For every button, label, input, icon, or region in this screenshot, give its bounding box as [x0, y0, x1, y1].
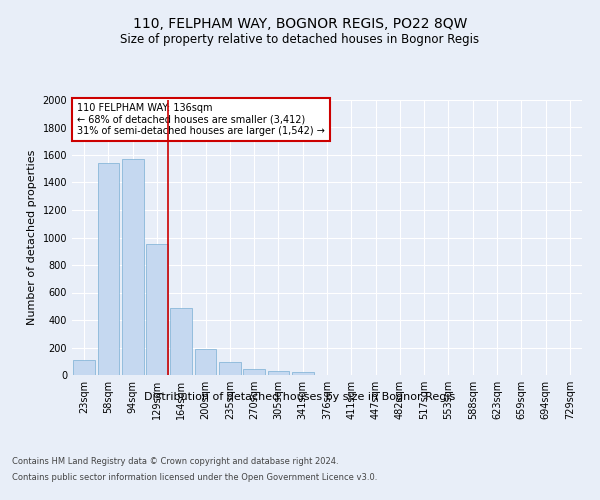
Bar [170, 308, 192, 375]
Text: Size of property relative to detached houses in Bognor Regis: Size of property relative to detached ho… [121, 32, 479, 46]
Bar [268, 370, 289, 375]
Bar [73, 360, 95, 375]
Bar [292, 372, 314, 375]
Bar [97, 163, 119, 375]
Text: 110, FELPHAM WAY, BOGNOR REGIS, PO22 8QW: 110, FELPHAM WAY, BOGNOR REGIS, PO22 8QW [133, 18, 467, 32]
Bar [243, 368, 265, 375]
Text: Distribution of detached houses by size in Bognor Regis: Distribution of detached houses by size … [145, 392, 455, 402]
Text: Contains HM Land Registry data © Crown copyright and database right 2024.: Contains HM Land Registry data © Crown c… [12, 458, 338, 466]
Y-axis label: Number of detached properties: Number of detached properties [27, 150, 37, 325]
Bar [122, 159, 143, 375]
Text: 110 FELPHAM WAY: 136sqm
← 68% of detached houses are smaller (3,412)
31% of semi: 110 FELPHAM WAY: 136sqm ← 68% of detache… [77, 103, 325, 136]
Text: Contains public sector information licensed under the Open Government Licence v3: Contains public sector information licen… [12, 472, 377, 482]
Bar [219, 362, 241, 375]
Bar [146, 244, 168, 375]
Bar [194, 349, 217, 375]
